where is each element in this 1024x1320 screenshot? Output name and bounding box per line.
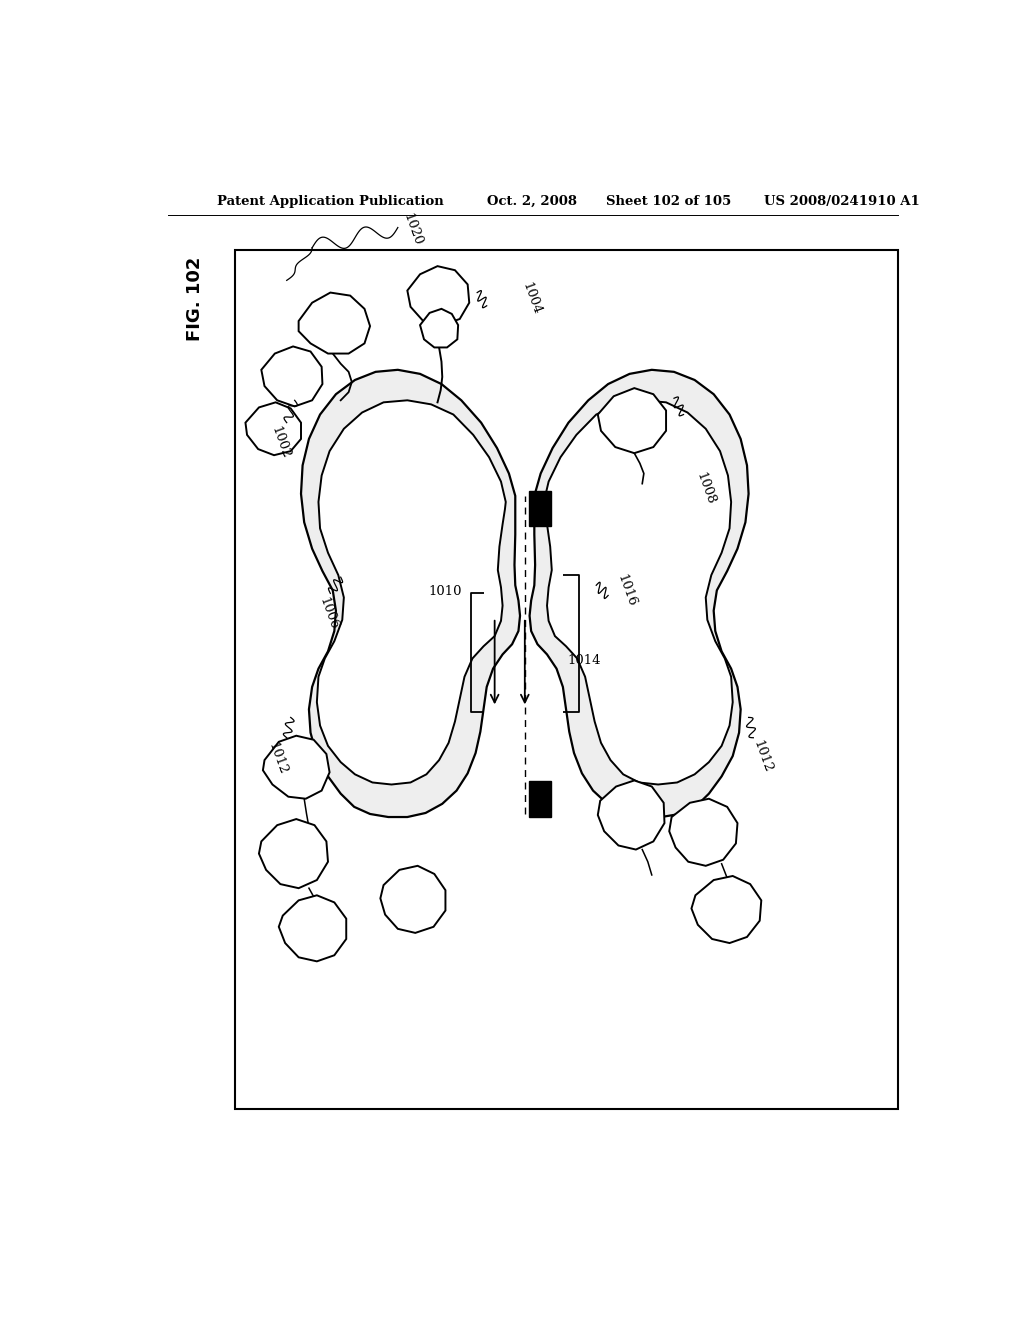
Bar	[236, 249, 898, 1109]
Text: 1002: 1002	[268, 425, 292, 461]
Polygon shape	[380, 866, 445, 933]
Bar	[528, 491, 551, 527]
Text: Sheet 102 of 105: Sheet 102 of 105	[606, 194, 731, 207]
Polygon shape	[529, 370, 749, 817]
Text: 1004: 1004	[519, 281, 543, 317]
Polygon shape	[246, 403, 301, 455]
Polygon shape	[316, 400, 506, 784]
Polygon shape	[670, 799, 737, 866]
Polygon shape	[301, 370, 520, 817]
Polygon shape	[261, 346, 323, 407]
Text: 1016: 1016	[614, 573, 638, 609]
Text: 1010: 1010	[429, 585, 462, 598]
Polygon shape	[420, 309, 458, 347]
Polygon shape	[259, 818, 328, 888]
Polygon shape	[279, 895, 346, 961]
Text: Patent Application Publication: Patent Application Publication	[217, 194, 443, 207]
Polygon shape	[299, 293, 370, 354]
Text: FIG. 102: FIG. 102	[186, 256, 205, 341]
Text: 1012: 1012	[751, 738, 775, 774]
Text: US 2008/0241910 A1: US 2008/0241910 A1	[765, 194, 921, 207]
Bar	[528, 781, 551, 817]
Polygon shape	[263, 735, 330, 799]
Polygon shape	[598, 780, 665, 850]
Polygon shape	[598, 388, 666, 453]
Text: 1008: 1008	[694, 471, 718, 507]
Text: 1020: 1020	[400, 211, 424, 248]
Polygon shape	[544, 400, 733, 784]
Text: Oct. 2, 2008: Oct. 2, 2008	[486, 194, 577, 207]
Text: 1006: 1006	[316, 595, 340, 632]
Polygon shape	[691, 876, 761, 942]
Text: 1014: 1014	[567, 653, 601, 667]
Text: 1012: 1012	[265, 741, 289, 776]
Polygon shape	[408, 267, 469, 325]
